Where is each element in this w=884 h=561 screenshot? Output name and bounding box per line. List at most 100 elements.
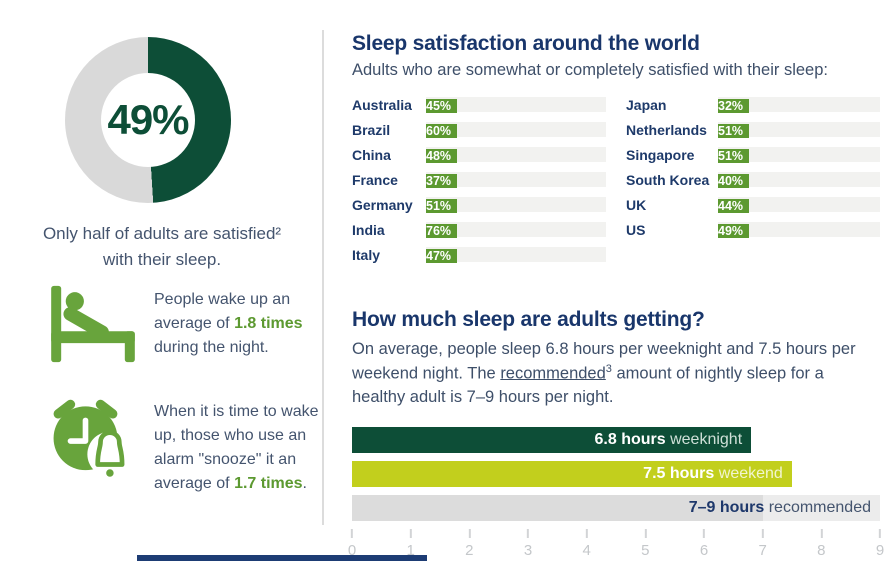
bar-track: 76%: [426, 222, 606, 238]
underlined-term: recommended: [500, 364, 606, 383]
bar-row-germany: Germany 51%: [352, 197, 606, 213]
country-label: South Korea: [626, 171, 710, 188]
bar-value-label: 7.5 hours: [643, 465, 715, 483]
axis-tick: 0: [348, 529, 356, 559]
tick-label: 5: [641, 542, 650, 560]
bar-fill: 48%: [426, 149, 458, 163]
tick-mark: [351, 529, 353, 539]
axis-tick: 6: [700, 529, 708, 559]
bar-fill: 32%: [718, 99, 750, 113]
bar-fill: 51%: [718, 149, 750, 163]
fact-snooze-times: When it is time to wake up, those who us…: [46, 396, 328, 496]
bar-weekend: 7.5 hours weekend: [352, 461, 792, 488]
bar-label: 6.8 hours weeknight: [595, 427, 743, 453]
fact-text-after: during the night.: [154, 339, 269, 356]
country-label: India: [352, 221, 385, 238]
bar-value-label: 6.8 hours: [594, 431, 666, 449]
bar-fill: 51%: [426, 199, 458, 213]
section-title-satisfaction: Sleep satisfaction around the world: [352, 32, 700, 55]
vertical-divider: [322, 30, 324, 525]
paragraph-text: On average, people sleep 6.8 hours per w…: [352, 340, 856, 383]
fact-highlight: 1.7 times: [234, 475, 303, 492]
bar-row-france: France 37%: [352, 172, 606, 188]
bar-row-brazil: Brazil 60%: [352, 121, 606, 138]
bar-row-south-korea: South Korea 40%: [626, 171, 880, 188]
donut-caption: Only half of adults are satisfied² with …: [42, 224, 282, 270]
country-label: UK: [626, 196, 647, 213]
tick-mark: [761, 529, 764, 539]
hours-bar-chart: 6.8 hours weeknight 7.5 hours weekend 7–…: [352, 427, 880, 522]
tick-mark: [820, 529, 823, 539]
bar-row-australia: Australia 45%: [352, 97, 606, 113]
tick-mark: [526, 529, 529, 539]
country-label: Brazil: [352, 121, 391, 138]
tick-label: 1: [406, 542, 415, 560]
bar-track: 40%: [718, 172, 880, 188]
bar-track: 32%: [718, 97, 880, 113]
bar-label: 7–9 hours recommended: [689, 495, 871, 521]
bar-weeknight: 6.8 hours weeknight: [352, 427, 752, 454]
bar-fill: 51%: [718, 124, 750, 138]
bar-fill: 47%: [426, 249, 458, 263]
tick-mark: [585, 529, 588, 539]
bar-suffix-label: weeknight: [665, 431, 743, 449]
x-axis: 0 1 2 3 4 5 6 7 8 9: [348, 529, 884, 561]
fact-highlight: 1.8 times: [234, 315, 303, 332]
hours-section: How much sleep are adults getting? On av…: [348, 308, 884, 561]
bar-track: 37%: [426, 172, 606, 188]
bar-row-uk: UK 44%: [626, 196, 880, 213]
country-label: China: [352, 146, 391, 163]
bar-track: 44%: [718, 197, 880, 213]
bar-fill: 60%: [426, 124, 458, 138]
bed-icon: [46, 284, 140, 364]
axis-tick: 9: [876, 529, 884, 559]
country-label: US: [626, 221, 646, 238]
bar-fill: 44%: [718, 199, 750, 213]
bar-track: 51%: [718, 147, 880, 163]
bar-recommended: 7–9 hours recommended: [352, 495, 880, 522]
tick-label: 2: [465, 542, 474, 560]
bar-row-china: China 48%: [352, 146, 606, 163]
axis-tick: 5: [641, 529, 650, 560]
fact-text: People wake up an average of 1.8 times d…: [154, 284, 318, 364]
bar-track: 48%: [426, 147, 606, 163]
bar-row-india: India 76%: [352, 221, 606, 238]
bar-track: 51%: [718, 122, 880, 138]
bar-track: 49%: [718, 222, 880, 238]
section-subtitle-satisfaction: Adults who are somewhat or completely sa…: [352, 61, 828, 79]
axis-tick: 1: [406, 529, 415, 560]
bar-track: 47%: [426, 247, 606, 263]
axis-tick: 8: [817, 529, 826, 559]
tick-label: 6: [699, 542, 709, 560]
tick-mark: [409, 529, 412, 539]
fact-text-before: People wake up an average of: [154, 291, 291, 332]
right-panel: Sleep satisfaction around the world Adul…: [348, 32, 884, 561]
bar-fill: 40%: [718, 174, 750, 188]
bar-fill: 37%: [426, 174, 458, 188]
country-label: Italy: [352, 246, 381, 263]
bar-suffix-label: weekend: [714, 465, 783, 483]
footer-accent-bar: [137, 555, 427, 561]
bar-track: 45%: [426, 97, 606, 113]
bar-fill: 49%: [718, 224, 750, 238]
donut-value-label: 49%: [107, 96, 189, 143]
hours-paragraph: On average, people sleep 6.8 hours per w…: [352, 338, 876, 410]
bar-row-us: US 49%: [626, 221, 880, 238]
bar-row-italy: Italy 47%: [352, 246, 606, 263]
country-column-left: Australia 45% Brazil 60% China 48% France 37…: [352, 97, 606, 272]
tick-mark: [468, 529, 471, 539]
axis-tick: 3: [524, 529, 532, 559]
country-label: Japan: [626, 96, 667, 113]
fact-wake-up-times: People wake up an average of 1.8 times d…: [46, 284, 318, 364]
paragraph-text: amount of nightly sleep for a healthy ad…: [352, 364, 824, 407]
donut-chart-sleep-satisfaction: 49%: [65, 37, 231, 203]
fact-text-after: .: [302, 475, 307, 492]
fact-text: When it is time to wake up, those who us…: [154, 396, 328, 496]
tick-label: 4: [582, 542, 591, 560]
country-label: Singapore: [626, 146, 695, 163]
axis-tick: 7: [758, 529, 767, 559]
bar-row-japan: Japan 32%: [626, 96, 880, 113]
axis-tick: 2: [465, 529, 474, 560]
bar-suffix-label: recommended: [764, 499, 871, 517]
